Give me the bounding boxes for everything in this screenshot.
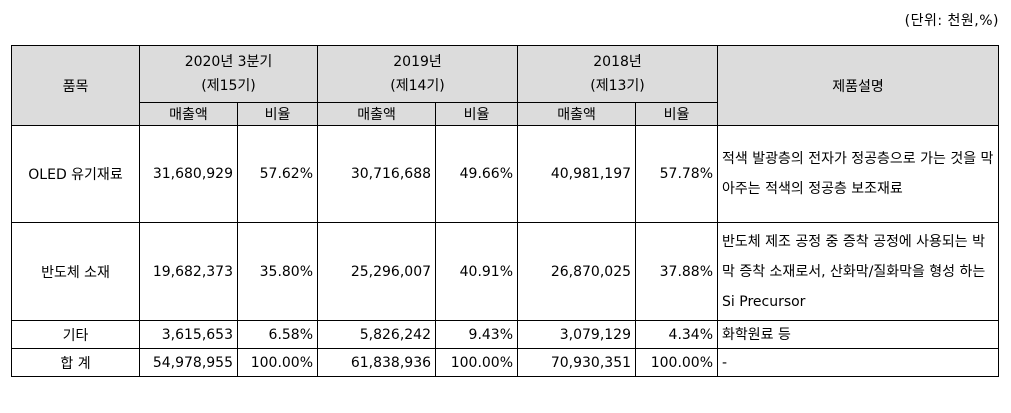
table-row-total: 합 계 54,978,955 100.00% 61,838,936 100.00… [11, 348, 1000, 377]
period-term: (제13기) [590, 78, 645, 94]
product-sales-table: 품목 2020년 3분기 (제15기) 2019년 (제14기) 2018년 (… [11, 45, 1000, 377]
cell-ratio: 57.62% [236, 125, 319, 223]
header-period-2020q3: 2020년 3분기 (제15기) [138, 45, 319, 103]
row-item: 반도체 소재 [11, 222, 140, 321]
header-description: 제품설명 [717, 45, 1000, 126]
cell-ratio: 100.00% [236, 348, 319, 377]
row-description: 적색 발광층의 전자가 정공층으로 가는 것을 막아주는 적색의 정공층 보조재… [717, 125, 1000, 223]
header-ratio: 비율 [635, 102, 719, 126]
cell-ratio: 57.78% [635, 125, 719, 223]
period-year: 2019년 [393, 54, 442, 70]
row-description: - [717, 348, 1000, 377]
cell-sales: 54,978,955 [139, 348, 238, 377]
row-item: OLED 유기재료 [11, 125, 140, 223]
cell-sales: 31,680,929 [139, 125, 238, 223]
period-year: 2020년 3분기 [184, 54, 273, 70]
row-description: 화학원료 등 [717, 320, 1000, 349]
cell-sales: 3,615,653 [139, 320, 238, 349]
header-sales: 매출액 [317, 102, 437, 126]
table-row: 반도체 소재 19,682,373 35.80% 25,296,007 40.9… [11, 222, 1000, 321]
header-period-2018: 2018년 (제13기) [517, 45, 719, 103]
table-row: 기타 3,615,653 6.58% 5,826,242 9.43% 3,079… [11, 320, 1000, 349]
cell-sales: 26,870,025 [517, 222, 637, 321]
period-term: (제15기) [201, 78, 256, 94]
table-row: OLED 유기재료 31,680,929 57.62% 30,716,688 4… [11, 125, 1000, 223]
header-ratio: 비율 [435, 102, 519, 126]
header-item: 품목 [11, 45, 140, 126]
row-item: 기타 [11, 320, 140, 349]
row-description: 반도체 제조 공정 중 증착 공정에 사용되는 박막 증착 소재로서, 산화막/… [717, 222, 1000, 321]
cell-ratio: 35.80% [236, 222, 319, 321]
period-year: 2018년 [593, 54, 642, 70]
cell-sales: 70,930,351 [517, 348, 637, 377]
cell-ratio: 37.88% [635, 222, 719, 321]
cell-sales: 3,079,129 [517, 320, 637, 349]
cell-sales: 40,981,197 [517, 125, 637, 223]
cell-sales: 19,682,373 [139, 222, 238, 321]
header-ratio: 비율 [236, 102, 319, 126]
header-sales: 매출액 [139, 102, 238, 126]
cell-ratio: 6.58% [236, 320, 319, 349]
cell-sales: 25,296,007 [317, 222, 437, 321]
header-sales: 매출액 [517, 102, 637, 126]
header-period-2019: 2019년 (제14기) [317, 45, 519, 103]
period-term: (제14기) [390, 78, 445, 94]
cell-ratio: 40.91% [435, 222, 519, 321]
cell-ratio: 9.43% [435, 320, 519, 349]
cell-ratio: 100.00% [635, 348, 719, 377]
cell-ratio: 100.00% [435, 348, 519, 377]
unit-note: (단위: 천원,%) [904, 13, 999, 29]
cell-ratio: 49.66% [435, 125, 519, 223]
cell-ratio: 4.34% [635, 320, 719, 349]
row-item: 합 계 [11, 348, 140, 377]
cell-sales: 30,716,688 [317, 125, 437, 223]
cell-sales: 5,826,242 [317, 320, 437, 349]
cell-sales: 61,838,936 [317, 348, 437, 377]
